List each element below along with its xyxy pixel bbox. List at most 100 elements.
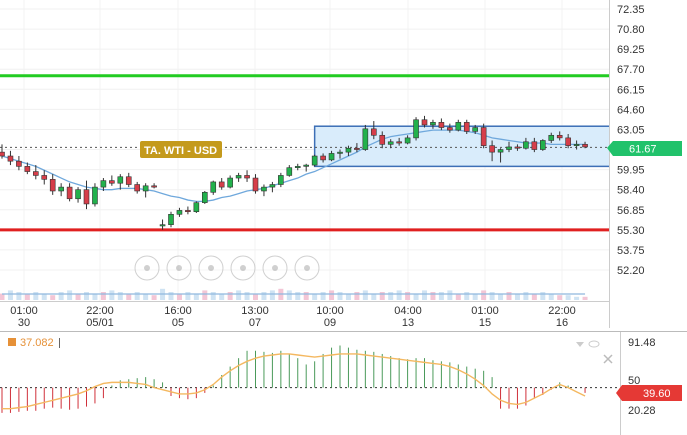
candle-body (142, 185, 149, 192)
toolbar-button-dot (272, 265, 278, 271)
candle (396, 137, 402, 146)
channel-rect[interactable] (313, 125, 611, 168)
toolbar-button-ring[interactable] (262, 255, 288, 281)
toolbar-button-ring[interactable] (166, 255, 192, 281)
candle (556, 131, 563, 141)
candle-body (379, 134, 386, 145)
candle-body (489, 145, 495, 153)
oscillator-current-badge: 39.60 (616, 385, 682, 401)
candle-body (278, 175, 284, 185)
candle-body (269, 184, 276, 188)
volume-bar (413, 293, 419, 300)
candle (278, 172, 284, 188)
candle-body (244, 175, 250, 179)
arrow-right-icon[interactable] (294, 255, 320, 281)
date-tick-4: 09 (324, 317, 336, 329)
volume-bar (574, 296, 580, 300)
candle-body (506, 146, 512, 150)
candle-body (7, 155, 14, 162)
horizontal-lines[interactable] (0, 74, 610, 232)
candle-body (582, 144, 588, 148)
price-channel[interactable] (313, 125, 611, 168)
candle-body (438, 122, 445, 128)
candle (125, 172, 132, 188)
candle-body (252, 177, 259, 192)
volume-bar (506, 292, 512, 300)
volume-bar (557, 295, 563, 300)
candle-body (548, 134, 555, 141)
candle-body (404, 137, 411, 144)
oscillator-current-text: 39.60 (643, 388, 671, 400)
magnet-icon[interactable] (262, 255, 288, 281)
price-tick-9: 58.40 (617, 185, 645, 197)
candle (328, 150, 335, 162)
candle (41, 170, 48, 185)
volume-bar (379, 292, 385, 300)
candle (480, 123, 487, 149)
volume-bar (540, 292, 546, 300)
toolbar-button-dot (144, 265, 150, 271)
candle (548, 132, 555, 144)
volume-bar (498, 293, 504, 300)
price-tick-13: 52.20 (617, 265, 645, 277)
candle-body (176, 210, 183, 215)
candle (489, 140, 495, 162)
date-tick-6: 15 (479, 317, 491, 329)
candle (244, 170, 250, 182)
candle (447, 123, 453, 133)
candle (83, 180, 90, 210)
price-tick-10: 56.85 (617, 205, 645, 217)
move-icon[interactable] (166, 255, 192, 281)
time-tick-2: 16:00 (164, 305, 192, 317)
candle-body (218, 181, 225, 188)
time-tick-3: 13:00 (241, 305, 269, 317)
candle (202, 190, 208, 204)
close-icon[interactable] (603, 354, 613, 364)
candle (539, 139, 546, 151)
candle (370, 121, 377, 140)
candle-body (320, 155, 326, 161)
toolbar-button-dot (304, 265, 310, 271)
candle (286, 165, 293, 177)
eye-icon[interactable] (588, 340, 600, 348)
toolbar-button-ring[interactable] (294, 255, 320, 281)
osc-axis-tick-0: 91.48 (628, 337, 656, 349)
candle-body (430, 122, 436, 126)
candle (413, 117, 419, 141)
candle (176, 207, 183, 217)
candle-body (303, 164, 310, 167)
arrow-left-icon[interactable] (134, 255, 160, 281)
volume-bar (143, 293, 149, 300)
current-price-text: 61.67 (629, 144, 657, 156)
volume-bar (438, 292, 444, 300)
toolbar-button-ring[interactable] (198, 255, 224, 281)
volume-bar (176, 293, 182, 300)
volume-bars (0, 288, 588, 300)
price-tick-1: 70.80 (617, 24, 645, 36)
toolbar-button-ring[interactable] (134, 255, 160, 281)
volume-bar (303, 292, 309, 300)
candle (269, 181, 276, 193)
toolbar-button-ring[interactable] (230, 255, 256, 281)
anchor-icon[interactable] (198, 255, 224, 281)
pin-icon[interactable] (230, 255, 256, 281)
volume-bar (244, 292, 250, 300)
candle-body (168, 214, 174, 225)
candle-body (573, 144, 580, 146)
volume-bar (117, 292, 123, 300)
candle (387, 139, 394, 149)
date-tick-2: 05 (172, 317, 184, 329)
candle (49, 174, 56, 195)
triangle-down-icon[interactable] (576, 342, 584, 347)
volume-bar (67, 290, 73, 300)
candle (337, 149, 343, 159)
candle (24, 162, 31, 175)
volume-bar (41, 293, 47, 300)
candle-body (41, 175, 48, 180)
price-tick-12: 53.75 (617, 245, 645, 257)
candle-body (235, 175, 242, 179)
candle (151, 183, 157, 189)
date-tick-7: 16 (556, 317, 568, 329)
volume-bar (312, 293, 318, 300)
